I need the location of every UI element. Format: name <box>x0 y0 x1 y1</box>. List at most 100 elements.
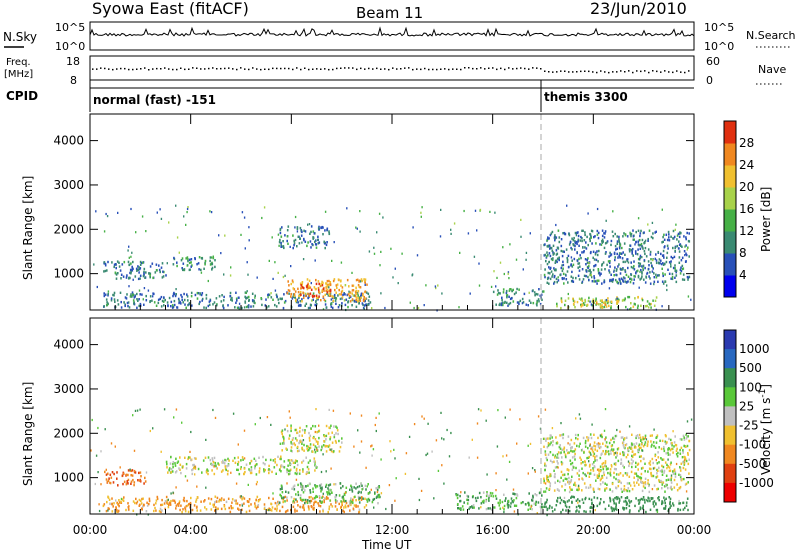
echo-cell <box>130 255 132 258</box>
echo-cell <box>514 504 516 507</box>
freq-point <box>552 71 554 73</box>
echo-cell <box>648 462 650 465</box>
echo-cell <box>377 486 379 489</box>
echo-cell <box>572 302 575 306</box>
echo-cell <box>286 496 288 499</box>
echo-cell <box>480 502 483 505</box>
echo-cell <box>184 510 187 513</box>
echo-cell <box>543 273 546 277</box>
echo-cell <box>614 507 616 511</box>
echo-cell <box>117 510 119 513</box>
echo-cell <box>624 280 627 283</box>
echo-cell <box>615 269 618 272</box>
echo-cell <box>662 240 664 243</box>
echo-cell <box>612 437 614 440</box>
echo-cell <box>638 502 640 505</box>
echo-cell <box>166 301 169 304</box>
echo-cell <box>669 506 671 509</box>
echo-cell <box>439 235 442 238</box>
echo-cell <box>144 476 146 480</box>
colorbar-tick-label: 100 <box>739 380 762 394</box>
echo-cell <box>149 265 152 268</box>
freq-point <box>408 67 410 69</box>
echo-cell <box>620 496 623 499</box>
echo-cell <box>527 501 530 505</box>
echo-cell <box>579 506 581 509</box>
echo-cell <box>673 441 676 444</box>
echo-cell <box>95 454 98 457</box>
echo-cell <box>551 461 554 464</box>
echo-cell <box>225 459 227 462</box>
echo-cell <box>584 233 586 237</box>
echo-cell <box>658 261 660 264</box>
echo-cell <box>245 510 248 514</box>
echo-cell <box>647 248 650 251</box>
echo-cell <box>614 278 617 282</box>
echo-cell <box>686 248 688 251</box>
echo-cell <box>334 483 337 486</box>
echo-cell <box>545 259 547 263</box>
echo-cell <box>641 298 644 302</box>
echo-cell <box>181 510 183 514</box>
echo-cell <box>627 266 629 270</box>
echo-cell <box>389 440 391 443</box>
echo-cell <box>296 500 298 503</box>
echo-cell <box>590 274 592 277</box>
echo-cell <box>684 254 686 257</box>
echo-cell <box>477 496 479 499</box>
echo-cell <box>127 469 130 472</box>
echo-cell <box>669 486 672 490</box>
echo-cell <box>378 486 381 489</box>
echo-cell <box>670 461 672 464</box>
echo-cell <box>109 502 111 505</box>
nsearch-tick-top: 10^5 <box>704 21 734 34</box>
echo-cell <box>292 437 295 440</box>
echo-cell <box>423 417 425 420</box>
echo-cell <box>507 506 509 509</box>
echo-cell <box>615 248 617 251</box>
echo-cell <box>366 485 368 488</box>
echo-cell <box>229 291 232 295</box>
echo-cell <box>603 246 606 250</box>
freq-point <box>372 68 374 70</box>
echo-cell <box>588 460 590 463</box>
echo-cell <box>547 444 550 447</box>
echo-cell <box>304 498 307 502</box>
echo-cell <box>335 291 337 294</box>
echo-cell <box>305 302 308 305</box>
echo-cell <box>314 259 316 262</box>
echo-cell <box>611 509 614 513</box>
echo-cell <box>476 229 478 232</box>
echo-cell <box>107 472 109 475</box>
echo-cell <box>333 435 336 439</box>
echo-cell <box>270 296 273 299</box>
echo-cell <box>634 303 636 306</box>
echo-cell <box>279 488 282 491</box>
echo-cell <box>592 454 595 458</box>
echo-cell <box>201 299 203 302</box>
echo-cell <box>322 308 325 311</box>
echo-cell <box>571 270 573 274</box>
echo-cell <box>301 442 303 445</box>
echo-cell <box>165 495 168 499</box>
echo-cell <box>630 232 633 236</box>
echo-cell <box>562 272 565 276</box>
echo-cell <box>168 296 171 300</box>
echo-cell <box>620 436 623 439</box>
echo-cell <box>137 299 139 302</box>
echo-cell <box>368 250 371 253</box>
echo-cell <box>584 441 587 445</box>
echo-cell <box>116 299 119 302</box>
echo-cell <box>253 457 256 460</box>
echo-cell <box>578 499 581 503</box>
echo-cell <box>347 505 349 508</box>
echo-cell <box>566 449 568 452</box>
echo-cell <box>303 443 305 447</box>
echo-cell <box>357 283 360 287</box>
echo-cell <box>319 505 322 508</box>
echo-cell <box>272 492 274 495</box>
echo-cell <box>528 503 530 506</box>
echo-cell <box>603 279 606 282</box>
echo-cell <box>317 238 319 241</box>
echo-cell <box>574 231 577 235</box>
